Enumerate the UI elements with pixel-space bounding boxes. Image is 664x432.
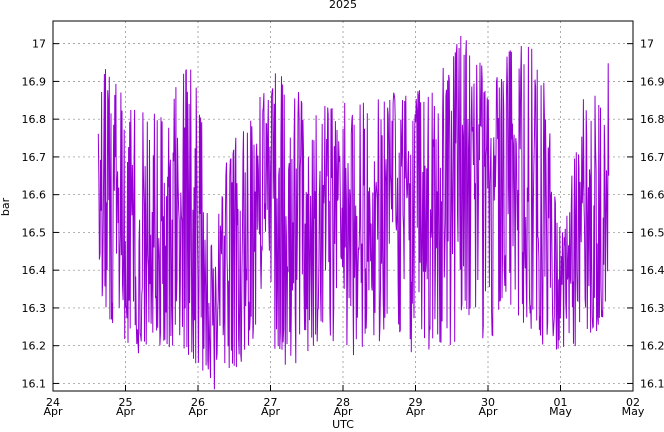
x-tick-month: Apr bbox=[406, 405, 426, 418]
pressure-series-line bbox=[97, 35, 610, 390]
y-tick-label-right: 16.4 bbox=[640, 264, 664, 277]
x-tick-day: 30 bbox=[481, 396, 495, 409]
y-tick-label: 16.7 bbox=[22, 151, 47, 164]
y-tick-label-right: 16.1 bbox=[640, 377, 664, 390]
x-tick-month: May bbox=[549, 405, 572, 418]
y-tick-label: 16.2 bbox=[22, 340, 47, 353]
x-tick-day: 26 bbox=[191, 396, 205, 409]
x-tick-month: Apr bbox=[43, 405, 63, 418]
x-tick-month: Apr bbox=[478, 405, 498, 418]
y-tick-label-right: 16.3 bbox=[640, 302, 664, 315]
x-tick-day: 01 bbox=[554, 396, 568, 409]
x-tick-day: 27 bbox=[264, 396, 278, 409]
x-tick-month: Apr bbox=[261, 405, 281, 418]
y-axis-label: bar bbox=[0, 197, 12, 216]
y-tick-label-right: 16.2 bbox=[640, 340, 664, 353]
y-tick-label: 16.9 bbox=[22, 75, 47, 88]
y-tick-label-right: 16.5 bbox=[640, 226, 664, 239]
x-tick-day: 02 bbox=[626, 396, 640, 409]
y-tick-label: 16.5 bbox=[22, 226, 47, 239]
x-tick-month: Apr bbox=[188, 405, 208, 418]
y-tick-label: 16.8 bbox=[22, 113, 47, 126]
x-tick-day: 25 bbox=[119, 396, 133, 409]
y-tick-label: 17 bbox=[32, 38, 46, 51]
plot-frame bbox=[52, 20, 634, 392]
y-tick-label-right: 16.9 bbox=[640, 75, 664, 88]
x-axis-label: UTC bbox=[332, 418, 354, 431]
y-tick-label: 16.6 bbox=[22, 189, 47, 202]
y-tick-label: 16.1 bbox=[22, 377, 47, 390]
y-tick-label-right: 16.6 bbox=[640, 189, 664, 202]
x-tick-day: 28 bbox=[336, 396, 350, 409]
x-tick-month: Apr bbox=[333, 405, 353, 418]
y-tick-label-right: 17 bbox=[640, 38, 654, 51]
axis-ticks: 16.1 16.1 16.2 16.2 16.3 16.3 16.4 16.4 16.5 16.5… bbox=[22, 38, 664, 418]
y-tick-label-right: 16.7 bbox=[640, 151, 664, 164]
x-tick-month: Apr bbox=[116, 405, 136, 418]
y-tick-label: 16.3 bbox=[22, 302, 47, 315]
series-line bbox=[97, 35, 610, 390]
x-tick-day: 24 bbox=[46, 396, 60, 409]
chart-title: 2025 bbox=[329, 0, 357, 11]
x-tick-month: May bbox=[622, 405, 645, 418]
x-tick-day: 29 bbox=[409, 396, 423, 409]
y-tick-label: 16.4 bbox=[22, 264, 47, 277]
y-tick-label-right: 16.8 bbox=[640, 113, 664, 126]
